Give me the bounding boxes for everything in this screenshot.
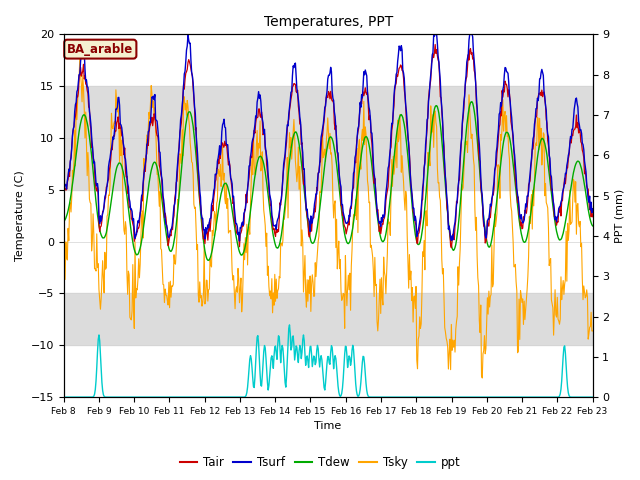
Text: BA_arable: BA_arable [67, 43, 133, 56]
X-axis label: Time: Time [314, 421, 342, 432]
Title: Temperatures, PPT: Temperatures, PPT [264, 15, 393, 29]
Y-axis label: PPT (mm): PPT (mm) [615, 189, 625, 243]
Legend: Tair, Tsurf, Tdew, Tsky, ppt: Tair, Tsurf, Tdew, Tsky, ppt [175, 452, 465, 474]
Bar [63, 293, 593, 345]
Bar [63, 86, 593, 190]
Y-axis label: Temperature (C): Temperature (C) [15, 170, 25, 261]
